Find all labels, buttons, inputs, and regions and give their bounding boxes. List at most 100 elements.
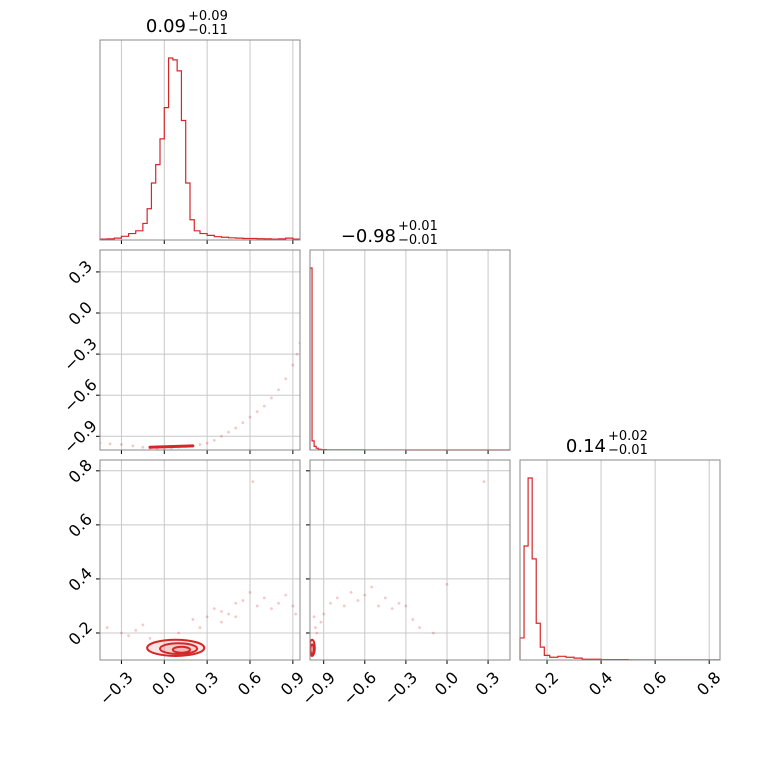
scatter-point [377,604,380,608]
scatter-point [148,636,152,640]
scatter-point [198,626,202,629]
y-tick-label: −0.3 [60,334,101,375]
scatter-point [295,352,299,356]
scatter-point [411,618,415,621]
scatter-point [284,593,288,597]
scatter-point [108,442,112,446]
param-title-value: −0.98 [341,226,396,247]
scatter-point [248,415,252,419]
y-tick-label: −0.9 [60,416,101,457]
scatter-point [418,626,421,629]
param-title-minus: −0.01 [398,233,438,248]
scatter-point [127,634,130,638]
panel-2-0 [96,459,301,664]
y-tick-label: 0.6 [65,510,96,541]
scatter-point [255,604,259,608]
scatter-point [397,601,401,605]
y-tick-label: 0.0 [65,298,96,329]
scatter-point [227,430,230,434]
scatter-point [270,396,273,400]
scatter-point [383,596,387,600]
param-title-minus: −0.01 [608,443,648,458]
x-tick-label: −0.3 [96,668,137,709]
panel-2-1 [306,459,511,664]
density-contour [310,643,315,656]
scatter-point [255,410,259,414]
scatter-point [322,612,326,616]
scatter-point [131,444,135,448]
density-contour [171,645,192,654]
scatter-point [227,612,230,616]
scatter-point [120,443,123,446]
scatter-layer [105,480,298,657]
scatter-point [212,607,216,611]
scatter-point [315,631,319,635]
scatter-point [191,618,195,621]
scatter-point [349,591,353,594]
density-core [148,444,195,449]
panel-1-1 [309,249,511,454]
scatter-point [220,609,223,613]
x-tick-label: −0.3 [380,668,421,709]
panel-frame [309,459,511,661]
x-tick-label: 0.2 [531,668,562,699]
scatter-point [291,363,295,367]
param-title-plus: +0.09 [188,9,228,24]
panel-frame [99,249,301,451]
histogram-line [99,57,300,240]
scatter-point [319,620,323,624]
scatter-point [205,441,209,445]
scatter-point [241,421,245,425]
scatter-point [241,599,245,602]
panel-frame [309,249,511,451]
scatter-point [248,591,252,594]
x-tick-label: 0.6 [639,668,670,699]
x-tick-label: −0.9 [298,668,339,709]
scatter-point [262,596,266,600]
panel-2-2 [519,459,721,664]
scatter-point [270,607,273,611]
x-tick-label: 0.6 [234,668,265,699]
scatter-point [314,626,317,629]
scatter-point [431,631,435,635]
scatter-layer [100,341,300,450]
scatter-point [284,377,288,381]
x-tick-label: 0.3 [472,668,503,699]
scatter-point [277,388,280,392]
panel-0-0 [99,39,301,244]
x-tick-label: 0.4 [585,668,616,699]
scatter-point [177,631,180,635]
panel-1-0 [96,249,301,454]
scatter-point [335,596,339,600]
y-tick-label: 0.3 [65,257,96,288]
scatter-point [120,631,123,635]
scatter-point [234,426,238,430]
scatter-point [234,601,238,605]
y-tick-label: −0.6 [60,375,101,416]
param-title-value: 0.09 [146,16,186,37]
scatter-point [262,404,266,408]
x-tick-label: 0.3 [191,668,222,699]
x-tick-label: 0.0 [148,668,179,699]
scatter-point [445,582,449,586]
panel-frame [519,459,721,661]
scatter-point [105,626,109,629]
scatter-point [277,601,280,605]
scatter-layer [310,480,486,657]
scatter-point [212,439,216,442]
scatter-point [205,615,209,619]
scatter-point [363,593,367,597]
x-tick-label: −0.6 [339,668,380,709]
histogram-line [309,267,510,451]
param-title-value: 0.14 [566,436,606,457]
scatter-point [370,585,374,589]
scatter-point [251,480,255,484]
y-tick-label: 0.2 [65,618,96,649]
scatter-point [291,604,295,608]
param-title-minus: −0.11 [188,23,228,38]
scatter-point [342,604,346,608]
scatter-point [198,443,202,446]
y-tick-label: 0.4 [65,564,96,595]
x-tick-label: 0.0 [431,668,462,699]
